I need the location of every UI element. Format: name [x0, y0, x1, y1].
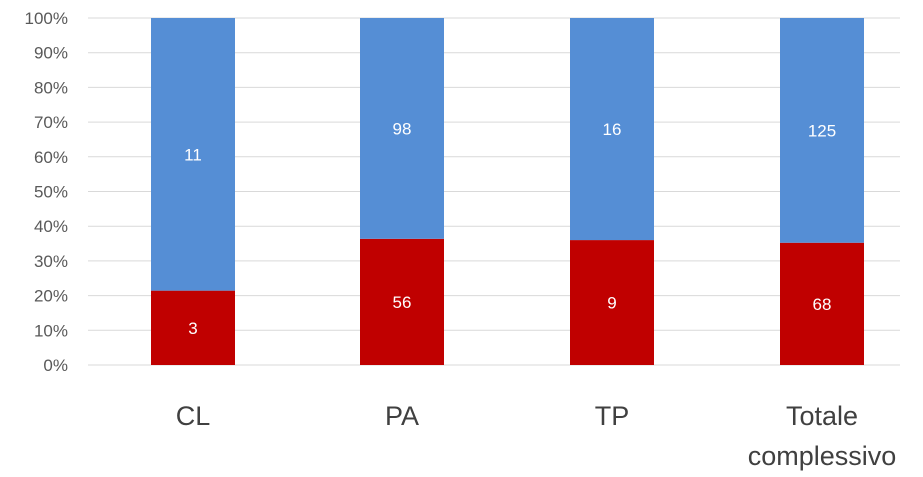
y-tick-label: 30%	[34, 252, 68, 271]
y-tick-label: 60%	[34, 148, 68, 167]
bar-segment	[360, 238, 444, 365]
bar-segment	[360, 18, 444, 239]
x-axis-tick-labels: CL PA TP Totale complessivo	[176, 401, 897, 471]
x-tick-label: complessivo	[748, 441, 897, 471]
y-tick-label: 90%	[34, 44, 68, 63]
y-tick-label: 50%	[34, 183, 68, 202]
y-tick-label: 0%	[43, 356, 68, 375]
x-tick-label: PA	[385, 401, 419, 431]
data-label: 98	[393, 119, 412, 138]
y-axis-tick-labels: 0% 10% 20% 30% 40% 50% 60% 70% 80% 90% 100%	[25, 9, 68, 375]
data-label: 16	[603, 120, 622, 139]
bar-segment	[151, 18, 235, 291]
data-label: 68	[813, 295, 832, 314]
bar-segment	[570, 18, 654, 241]
data-label: 3	[188, 319, 197, 338]
y-tick-label: 80%	[34, 78, 68, 97]
data-label: 11	[184, 145, 202, 164]
x-tick-label: Totale	[786, 401, 858, 431]
bar-segment	[570, 240, 654, 365]
data-labels: 3 11 56 98 9 16 68 125	[184, 119, 836, 337]
bars	[151, 18, 864, 365]
data-label: 56	[393, 293, 412, 312]
y-tick-label: 10%	[34, 321, 68, 340]
x-tick-label: CL	[176, 401, 211, 431]
bar-segment	[151, 290, 235, 365]
y-tick-label: 70%	[34, 113, 68, 132]
y-tick-label: 40%	[34, 217, 68, 236]
y-tick-label: 100%	[25, 9, 68, 28]
x-tick-label: TP	[595, 401, 630, 431]
data-label: 9	[607, 294, 616, 313]
bar-segment	[780, 18, 864, 243]
bar-segment	[780, 242, 864, 365]
y-tick-label: 20%	[34, 287, 68, 306]
data-label: 125	[808, 121, 836, 140]
